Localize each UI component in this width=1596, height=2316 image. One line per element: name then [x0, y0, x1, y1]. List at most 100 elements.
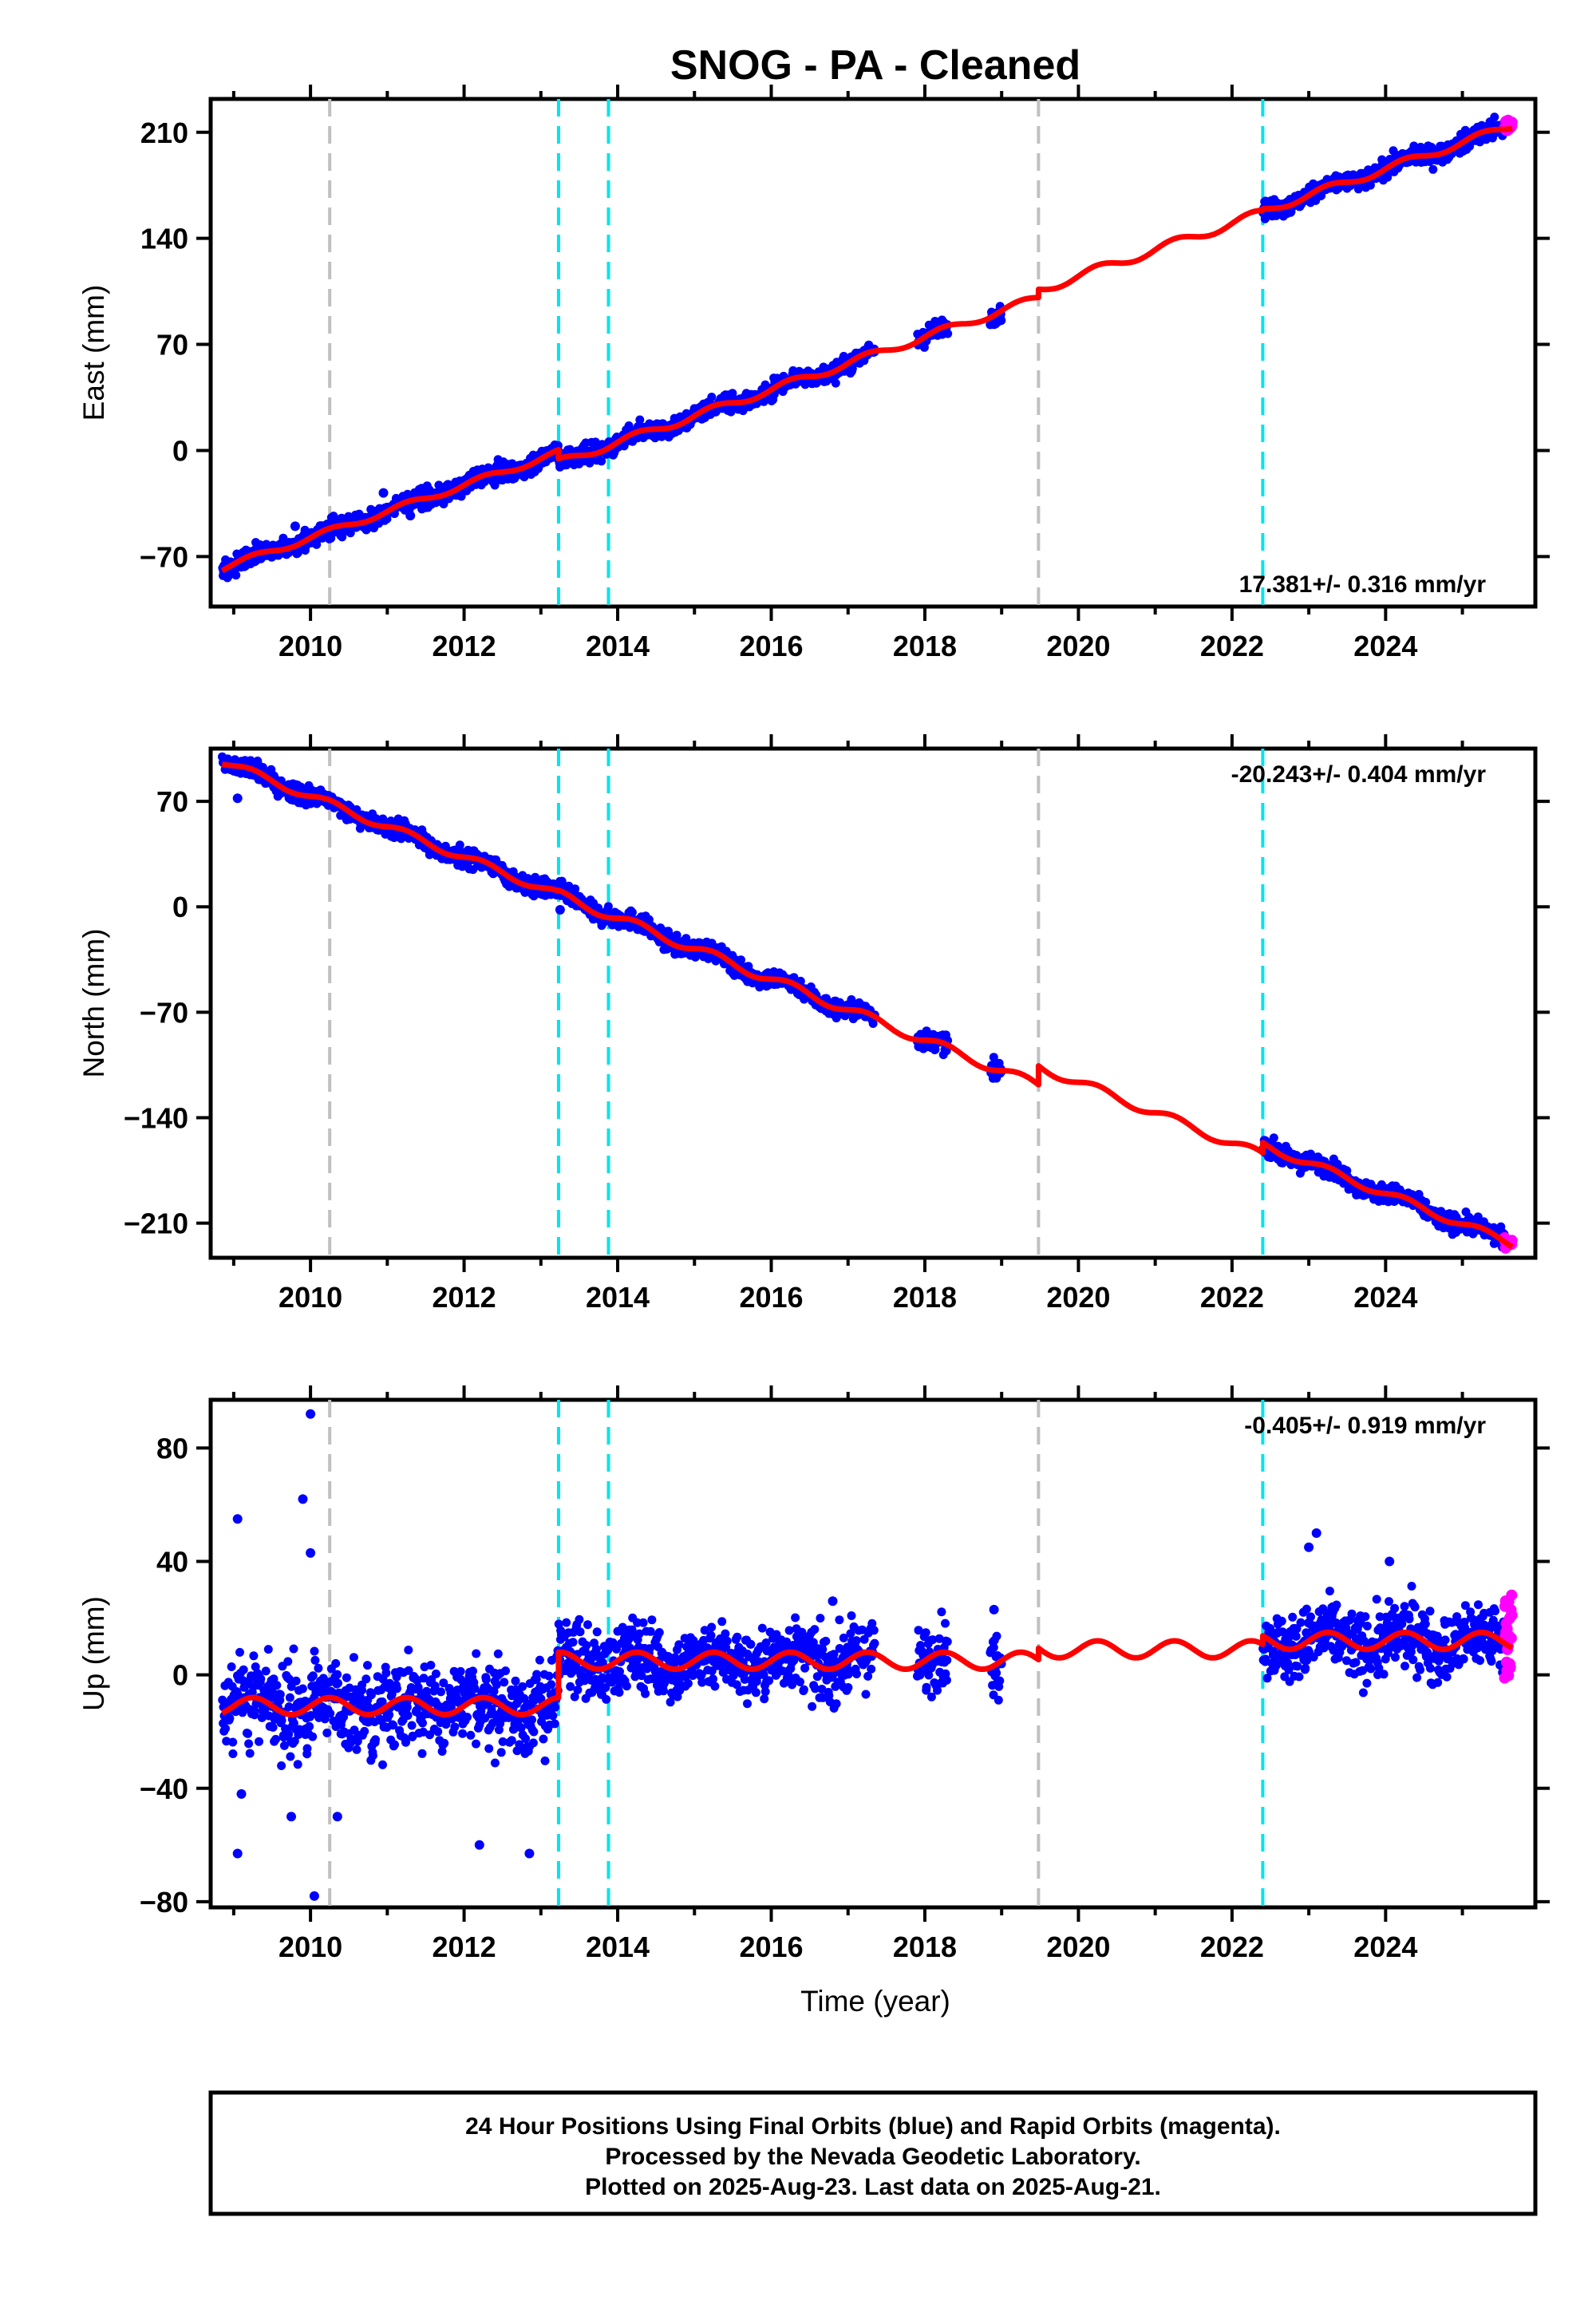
up-final-point [371, 1735, 380, 1745]
up-final-point [575, 1614, 584, 1624]
up-final-point [458, 1729, 468, 1738]
east-final-point [943, 329, 953, 338]
up-final-point [361, 1674, 371, 1684]
north-outlier-point [555, 905, 565, 915]
up-final-point [285, 1693, 294, 1702]
up-final-point [496, 1748, 506, 1757]
north-ytick-label: 70 [156, 785, 188, 818]
east-xtick-label: 2024 [1353, 630, 1417, 662]
up-final-point [392, 1684, 401, 1694]
up-final-point [363, 1661, 372, 1670]
up-final-point [507, 1736, 516, 1745]
up-final-point [352, 1745, 361, 1754]
east-panel: 17.381+/- 0.316 mm/yr East (mm) −7007014… [77, 85, 1550, 662]
up-final-point [751, 1688, 760, 1697]
up-final-point [707, 1622, 717, 1632]
north-xtick-label: 2020 [1046, 1281, 1110, 1314]
east-axis-label: East (mm) [77, 285, 110, 421]
up-final-point [733, 1632, 742, 1642]
up-final-point [529, 1727, 539, 1737]
up-final-point [501, 1666, 510, 1676]
up-final-point [528, 1738, 538, 1748]
up-final-point [225, 1713, 235, 1723]
up-final-point [310, 1655, 320, 1665]
up-final-point [717, 1617, 727, 1626]
east-final-point [490, 480, 500, 490]
up-final-point [539, 1734, 548, 1744]
up-final-point [291, 1676, 301, 1686]
up-final-point [641, 1689, 650, 1698]
east-ytick-label: 70 [156, 329, 188, 362]
up-final-point [381, 1668, 391, 1678]
up-final-point [308, 1671, 318, 1681]
up-final-point [551, 1702, 560, 1712]
up-final-point [310, 1646, 319, 1656]
up-final-point [760, 1687, 770, 1697]
up-final-point [583, 1620, 592, 1630]
up-final-point [532, 1670, 542, 1679]
north-final-point [737, 955, 745, 965]
up-final-point [331, 1658, 341, 1668]
up-final-point [244, 1739, 254, 1749]
north-xtick-label: 2014 [586, 1281, 650, 1314]
up-final-point [334, 1678, 342, 1688]
east-final-point [382, 514, 392, 524]
up-final-point [493, 1649, 503, 1658]
north-ytick-label: −140 [124, 1101, 188, 1134]
up-final-point [235, 1647, 244, 1657]
east-final-point [707, 393, 717, 401]
east-xtick-label: 2022 [1200, 630, 1264, 662]
east-final-point [456, 492, 466, 501]
up-final-point [322, 1728, 332, 1737]
north-xtick-label: 2022 [1200, 1281, 1264, 1314]
up-final-point [298, 1684, 307, 1694]
north-final-point [1269, 1133, 1278, 1143]
up-final-point [286, 1752, 295, 1761]
up-final-point [721, 1629, 730, 1638]
up-final-point [390, 1740, 399, 1749]
east-final-point [1428, 164, 1438, 174]
up-final-point [472, 1739, 480, 1749]
up-final-point [573, 1686, 583, 1694]
east-final-point [597, 456, 606, 466]
up-final-point [468, 1666, 477, 1676]
up-final-point [796, 1678, 804, 1686]
up-final-point [275, 1690, 285, 1699]
up-final-point [418, 1718, 427, 1728]
up-final-point [407, 1721, 417, 1730]
east-xtick-label: 2010 [279, 630, 342, 662]
up-final-point [647, 1615, 657, 1625]
up-final-point [271, 1734, 280, 1744]
up-final-point [255, 1737, 263, 1746]
east-xtick-label: 2014 [586, 630, 650, 662]
north-xtick-label: 2018 [893, 1281, 957, 1314]
up-final-point [709, 1674, 717, 1684]
up-final-point [249, 1651, 259, 1661]
up-final-point [349, 1653, 358, 1662]
up-final-point [342, 1673, 351, 1682]
east-final-point [635, 415, 645, 425]
north-ytick-label: −70 [140, 996, 188, 1029]
up-final-point [562, 1618, 571, 1627]
up-final-point [403, 1711, 413, 1720]
up-final-point [547, 1680, 556, 1690]
east-final-point [231, 571, 241, 580]
east-final-point [997, 316, 1006, 326]
north-final-point [603, 902, 613, 911]
up-final-point [426, 1661, 436, 1670]
up-final-point [284, 1729, 294, 1739]
east-xtick-label: 2018 [893, 630, 957, 662]
north-xtick-label: 2012 [433, 1281, 496, 1314]
up-final-point [305, 1721, 314, 1731]
up-final-point [674, 1640, 684, 1650]
up-final-point [404, 1646, 413, 1654]
up-final-point [638, 1618, 648, 1627]
up-final-point [659, 1686, 668, 1696]
up-final-point [582, 1641, 591, 1650]
up-final-point [791, 1613, 800, 1622]
up-final-point [575, 1627, 585, 1637]
up-final-point [511, 1676, 520, 1686]
up-final-point [683, 1678, 693, 1688]
up-final-point [440, 1738, 449, 1748]
up-final-point [481, 1675, 491, 1684]
